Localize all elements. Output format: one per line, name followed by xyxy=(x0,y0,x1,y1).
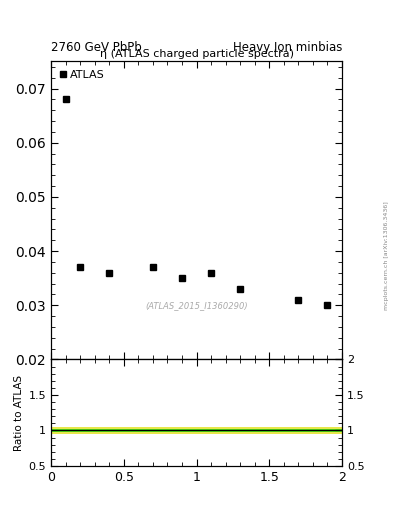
ATLAS xyxy=(209,270,213,276)
Text: (ATLAS_2015_I1360290): (ATLAS_2015_I1360290) xyxy=(145,302,248,310)
Line: ATLAS: ATLAS xyxy=(63,97,330,308)
Y-axis label: Ratio to ATLAS: Ratio to ATLAS xyxy=(15,375,24,451)
Title: η (ATLAS charged particle spectra): η (ATLAS charged particle spectra) xyxy=(99,49,294,59)
ATLAS xyxy=(180,275,184,281)
ATLAS xyxy=(151,264,155,270)
ATLAS xyxy=(238,286,242,292)
ATLAS xyxy=(63,96,68,102)
Text: 2760 GeV PbPb: 2760 GeV PbPb xyxy=(51,41,142,54)
ATLAS xyxy=(296,297,301,303)
Legend: ATLAS: ATLAS xyxy=(57,67,108,83)
Text: Heavy Ion minbias: Heavy Ion minbias xyxy=(233,41,342,54)
Text: mcplots.cern.ch [arXiv:1306.3436]: mcplots.cern.ch [arXiv:1306.3436] xyxy=(384,202,389,310)
ATLAS xyxy=(325,302,330,308)
ATLAS xyxy=(78,264,83,270)
ATLAS xyxy=(107,270,112,276)
